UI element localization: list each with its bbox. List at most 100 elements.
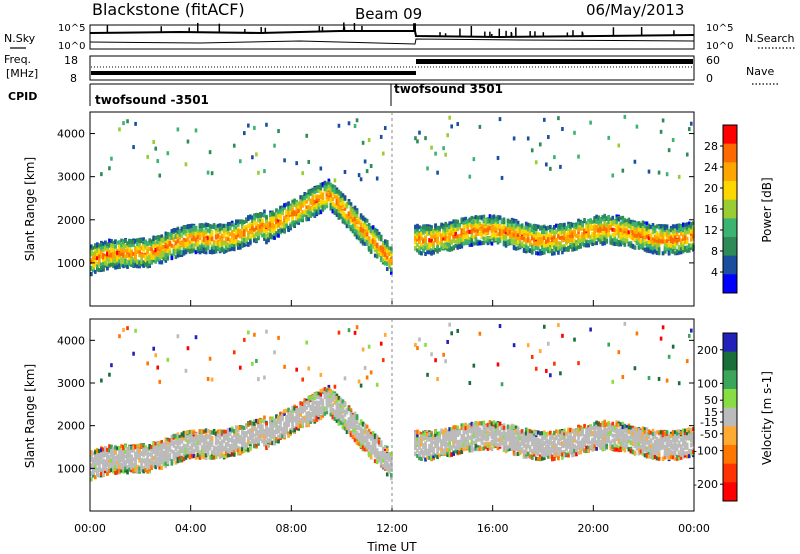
power-cell [631,222,635,227]
power-cell [502,224,506,229]
power-cell [416,223,419,228]
power-cell [104,256,107,261]
power-cell [355,229,359,234]
power-cell [683,235,687,240]
power-cell [416,227,419,232]
velocity-cell [178,456,182,461]
power-cell [593,226,596,231]
power-cell [236,222,240,227]
power-cell [309,211,313,216]
power-cell [643,242,647,247]
power-cell [319,182,323,187]
velocity-cell [144,450,147,455]
power-cell [269,222,272,227]
power-cell [446,237,449,242]
power-cell [575,233,578,238]
velocity-cell [136,447,139,452]
power-cell [430,145,433,150]
power-cell [100,172,103,177]
power-cell [245,227,248,232]
velocity-cell [138,452,141,457]
power-cell [259,221,262,226]
power-cell [526,136,530,141]
velocity-cell [158,451,162,456]
power-cell [424,251,427,256]
power-cell [683,225,687,230]
power-cell [438,241,441,246]
power-cell [643,235,647,240]
power-cell [514,246,518,251]
power-cell [92,251,95,256]
power-cell [226,247,230,252]
velocity-cell [100,467,103,472]
power-cell [327,181,331,186]
velocity-cell [136,455,139,460]
velocity-cell [110,464,113,469]
power-cell [496,240,500,245]
power-cell [563,247,566,252]
power-cell [164,252,168,257]
power-cell [204,222,208,227]
power-cell [663,249,667,254]
power-cell [502,238,506,243]
velocity-cell [184,438,188,443]
power-cell [516,220,520,225]
power-cell [454,223,458,228]
power-cell [184,162,188,167]
power-cell [635,230,639,235]
power-cell [496,216,500,221]
power-cell [357,220,361,225]
power-cell [367,225,371,230]
power-cell [367,246,371,251]
power-cell [305,133,309,138]
power-cell [601,237,604,242]
power-cell [510,227,514,232]
velocity-cell [178,441,182,446]
power-cell [460,233,464,238]
power-cell [299,214,302,219]
power-cell [478,226,482,231]
velocity-cell [134,468,137,473]
power-cell [98,267,101,272]
power-cell [210,224,214,229]
power-cell [379,245,383,250]
power-cell [90,257,93,262]
power-cell [663,239,667,244]
power-cell [255,213,258,218]
power-cell [190,228,194,233]
power-cell [283,222,286,227]
power-cell [575,241,578,246]
power-cell [339,191,343,196]
power-cell [295,212,298,217]
power-cell [174,255,178,260]
power-cell [351,214,355,219]
power-cell [385,267,389,272]
power-cell [351,221,355,226]
power-cell [305,210,309,215]
velocity-cell [126,450,129,455]
power-cell [551,238,554,243]
power-cell [450,247,453,252]
power-cell [357,236,361,241]
velocity-cell [176,334,180,339]
velocity-cell [164,458,168,463]
velocity-cell [126,326,129,331]
power-cell [170,243,174,248]
power-cell [571,245,574,250]
velocity-cell [116,465,119,470]
power-cell [134,256,137,261]
power-cell [665,172,669,177]
power-cell [295,216,298,221]
velocity-cell [150,462,154,467]
power-cell [208,223,212,228]
power-cell [383,126,387,131]
power-cell [253,234,256,239]
power-cell [353,211,357,216]
power-cell [543,117,546,122]
power-cell [426,166,429,171]
power-cell [208,150,212,155]
power-cell [154,240,158,245]
power-cell [607,135,611,140]
power-cell [490,241,494,246]
power-cell [232,227,236,232]
